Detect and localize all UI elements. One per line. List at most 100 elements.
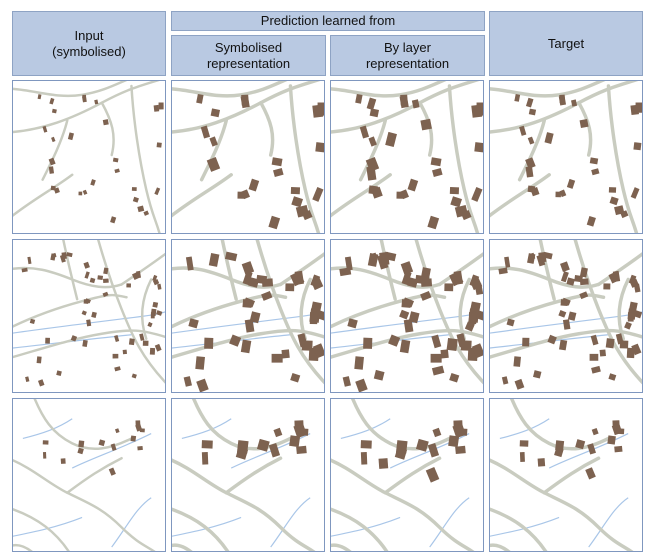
water-line [22, 418, 73, 440]
building [619, 340, 629, 349]
building [560, 271, 569, 283]
map-tile-input-3 [12, 398, 166, 552]
building [285, 283, 295, 292]
building [249, 311, 261, 324]
building [407, 277, 419, 288]
building [347, 318, 358, 329]
building [370, 252, 378, 262]
building [204, 337, 214, 349]
building [559, 94, 566, 104]
building [360, 451, 368, 465]
map-tile-symbolised-2 [171, 239, 325, 393]
building [579, 267, 588, 278]
map-graphic [13, 240, 165, 387]
building [513, 356, 521, 367]
building [460, 340, 472, 351]
building [153, 104, 160, 112]
road-line [383, 456, 442, 495]
building [317, 102, 324, 116]
road-line [490, 328, 642, 359]
building [152, 274, 158, 282]
building [25, 376, 30, 382]
building [78, 191, 83, 196]
map-graphic [13, 81, 164, 233]
building [60, 458, 66, 464]
header-by-layer-representation: By layer representation [330, 35, 485, 76]
building [301, 209, 313, 221]
road-line [172, 293, 288, 329]
road-line [331, 458, 475, 551]
map-tile-by-layer-2 [330, 239, 484, 393]
building [474, 283, 483, 296]
road-line [331, 293, 447, 329]
building [363, 337, 373, 349]
building [430, 157, 442, 167]
building [131, 187, 137, 191]
building [519, 440, 529, 447]
building [566, 178, 576, 189]
building [48, 166, 55, 174]
road-line [490, 81, 606, 98]
building [114, 428, 120, 434]
map-graphic [13, 399, 156, 551]
building [555, 440, 565, 451]
building [201, 440, 213, 449]
building [455, 445, 466, 455]
road-line [13, 329, 165, 359]
road-line [255, 240, 324, 385]
building [94, 99, 99, 105]
building [468, 312, 477, 325]
building [506, 318, 515, 327]
building [98, 439, 106, 447]
building [630, 187, 640, 199]
road-line [490, 458, 634, 551]
building [399, 309, 410, 320]
building [627, 312, 634, 322]
road-line [13, 173, 74, 217]
building [591, 365, 601, 374]
building [633, 283, 641, 293]
road-line [172, 328, 324, 359]
building [290, 271, 305, 287]
map-tile-target-2 [489, 239, 643, 393]
building [126, 283, 131, 288]
water-line [270, 497, 311, 548]
road-line [299, 277, 312, 341]
building [504, 256, 511, 268]
road-line [41, 119, 69, 181]
header-input: Input (symbolised) [12, 11, 166, 76]
building [473, 309, 483, 321]
road-line [120, 252, 165, 286]
building [544, 132, 554, 144]
building [268, 215, 281, 230]
building [256, 274, 268, 285]
road-line [437, 252, 483, 287]
building [449, 187, 460, 195]
building [82, 339, 88, 348]
road-line [140, 278, 153, 340]
building [368, 185, 379, 195]
water-line [548, 433, 629, 469]
building [183, 376, 192, 387]
building [561, 297, 571, 306]
building [291, 196, 304, 208]
building [132, 272, 140, 280]
building [309, 312, 318, 325]
road-line [538, 240, 556, 301]
building [81, 310, 87, 316]
road-line [172, 173, 233, 218]
building [185, 256, 194, 271]
building [135, 423, 143, 432]
building [631, 343, 642, 356]
building [152, 279, 160, 286]
water-line [499, 418, 550, 440]
building [562, 319, 571, 330]
building [415, 274, 427, 285]
building [395, 440, 408, 454]
building [42, 125, 48, 133]
building [201, 451, 209, 465]
building [147, 321, 153, 328]
building [229, 334, 242, 347]
road-line [331, 81, 447, 98]
building [519, 125, 527, 136]
